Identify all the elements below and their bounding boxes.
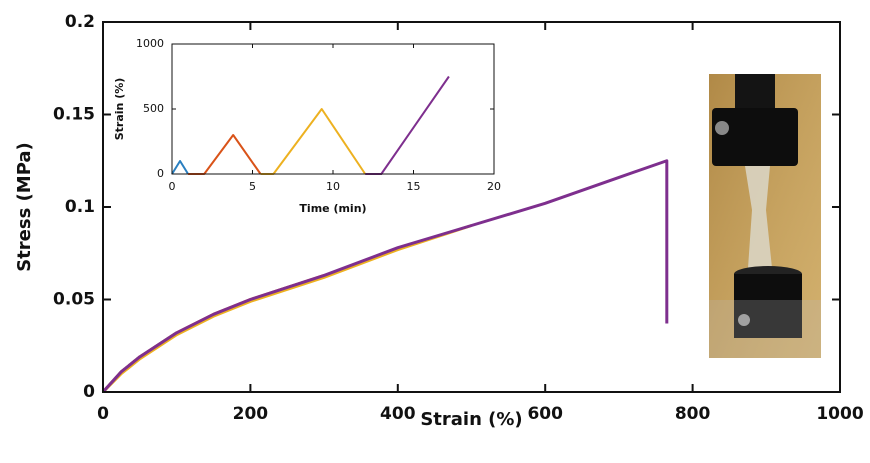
y-tick-label: 1000 xyxy=(136,37,164,50)
data-line xyxy=(171,160,189,175)
y-tick-label: 500 xyxy=(143,102,164,115)
x-axis-label: Time (min) xyxy=(299,202,366,215)
specimen-photo xyxy=(709,74,821,358)
x-tick-label: 10 xyxy=(326,180,340,193)
y-tick-label: 0.15 xyxy=(53,105,95,125)
inset-background xyxy=(172,44,494,174)
y-tick-label: 0.1 xyxy=(65,197,95,217)
inset-chart: 0 5 10 15 20 0 500 1000 Time (min) Strain (%) xyxy=(113,37,501,215)
y-tick-label: 0 xyxy=(157,167,164,180)
plot-frame xyxy=(102,21,841,393)
x-tick-label: 800 xyxy=(675,404,711,424)
plot-frame xyxy=(171,43,495,175)
y-tick-label: 0 xyxy=(83,382,95,402)
x-tick-label: 600 xyxy=(527,404,563,424)
x-axis-label: Strain (%) xyxy=(420,409,522,430)
y-axis-label: Strain (%) xyxy=(113,78,126,141)
y-axis-label: Stress (MPa) xyxy=(14,142,35,272)
y-tick-label: 0.05 xyxy=(53,290,95,310)
data-line xyxy=(101,224,472,394)
x-tick-label: 15 xyxy=(407,180,421,193)
x-tick-label: 400 xyxy=(380,404,416,424)
x-tick-label: 0 xyxy=(169,180,176,193)
data-line xyxy=(101,159,669,394)
x-tick-label: 1000 xyxy=(816,404,863,424)
x-tick-label: 20 xyxy=(487,180,501,193)
data-line xyxy=(101,274,325,394)
x-tick-label: 200 xyxy=(233,404,269,424)
x-tick-label: 0 xyxy=(97,404,109,424)
x-tick-label: 5 xyxy=(249,180,256,193)
y-tick-label: 0.2 xyxy=(65,12,95,32)
